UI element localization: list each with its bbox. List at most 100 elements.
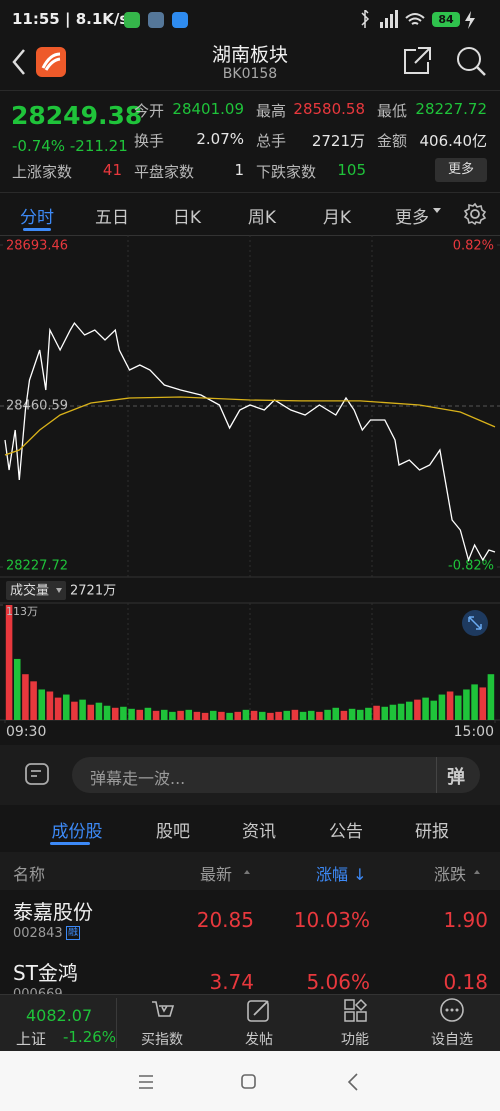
volume-bar xyxy=(487,674,495,720)
back-button[interactable] xyxy=(10,46,70,78)
net-speed: 8.1K/s xyxy=(75,10,129,28)
more-button[interactable]: 更多 xyxy=(435,158,487,182)
intraday-chart: 28693.46 28460.59 28227.72 0.82% -0.82% 09:30… xyxy=(0,235,500,740)
abs-change: 0.18 xyxy=(443,970,488,994)
volume-tick-label: 113万 xyxy=(6,605,38,618)
volume-bar xyxy=(185,709,193,720)
bottom-action[interactable]: 功能 xyxy=(341,1032,369,1048)
field-label: 总手 xyxy=(256,132,287,150)
period-tab[interactable]: 五日 xyxy=(95,208,129,228)
divider xyxy=(0,192,500,193)
section-tab[interactable]: 成份股 xyxy=(51,822,103,842)
volume-bar xyxy=(430,700,438,720)
volume-bar xyxy=(397,703,405,720)
danmaku-input[interactable] xyxy=(72,757,480,793)
danmaku-icon[interactable] xyxy=(24,762,52,788)
danmaku-placeholder: 弹幕走一波... xyxy=(90,769,186,788)
volume-bar xyxy=(38,689,46,720)
volume-bar xyxy=(111,707,119,720)
field-label: 下跌家数 xyxy=(256,163,317,181)
charging-icon xyxy=(465,11,475,29)
volume-bar xyxy=(152,710,160,720)
volume-bar xyxy=(54,697,62,720)
section-tab[interactable]: 资讯 xyxy=(242,822,276,842)
col-header[interactable]: 涨幅 ↓ xyxy=(316,865,367,884)
section-tab[interactable]: 研报 xyxy=(415,822,449,842)
section-tab[interactable]: 公告 xyxy=(329,822,363,842)
change-abs: -211.21 xyxy=(69,137,128,155)
settings-icon[interactable] xyxy=(463,202,487,226)
change: -0.74% -211.21 xyxy=(12,137,128,155)
field-value: 41 xyxy=(102,161,122,179)
page-title: 湖南板块 xyxy=(211,44,289,66)
price-line xyxy=(4,396,496,456)
volume-bar xyxy=(340,710,348,720)
volume-bar xyxy=(299,711,307,720)
volume-bar xyxy=(160,709,168,720)
section-tab[interactable]: 股吧 xyxy=(156,822,190,842)
field-label: 平盘家数 xyxy=(134,163,195,181)
volume-bar xyxy=(454,695,462,720)
volume-bar xyxy=(218,711,225,720)
action-icons xyxy=(152,998,464,1022)
volume-bar xyxy=(438,694,446,720)
status-icons xyxy=(124,12,188,28)
bottom-action[interactable]: 发帖 xyxy=(245,1032,273,1048)
volume-bar xyxy=(471,684,478,720)
volume-bar xyxy=(316,711,323,720)
status-time: 11:55 | 8.1K/s xyxy=(12,10,129,28)
y-tick-label: 28460.59 xyxy=(6,399,68,414)
volume-bar xyxy=(87,704,95,720)
battery: 84 xyxy=(432,12,460,27)
period-tab[interactable]: 更多 xyxy=(395,208,429,228)
tab-underline xyxy=(50,842,90,845)
price-line xyxy=(4,321,496,563)
period-tab[interactable]: 月K xyxy=(322,208,352,228)
col-header[interactable]: 最新 xyxy=(200,865,233,884)
volume-bar xyxy=(414,699,421,720)
field-value: 105 xyxy=(337,161,366,179)
divider xyxy=(0,90,500,91)
period-tab[interactable]: 日K xyxy=(172,208,202,228)
tab-underline xyxy=(23,228,51,231)
volume-bar xyxy=(79,699,86,720)
volume-bar xyxy=(46,691,54,720)
volume-bar xyxy=(226,712,233,720)
index-value[interactable]: 4082.07 xyxy=(26,1006,93,1025)
danmaku-button[interactable]: 弹 xyxy=(447,767,465,788)
field-label: 金额 xyxy=(377,132,408,150)
index-name: 上证 xyxy=(16,1030,47,1048)
col-header[interactable]: 涨跌 xyxy=(434,865,467,884)
volume-bar xyxy=(209,710,217,720)
volume-bar xyxy=(348,708,356,720)
volume-bar xyxy=(169,711,176,720)
dropdown-arrow xyxy=(433,208,441,213)
dropdown-arrow xyxy=(56,588,62,593)
signal-icons xyxy=(361,10,425,28)
stock-name[interactable]: ST金鸿 xyxy=(13,961,78,985)
period-tab[interactable]: 分时 xyxy=(20,208,54,228)
period-tab[interactable]: 周K xyxy=(247,208,277,228)
field-value: 2.07% xyxy=(196,130,244,148)
y-tick-label: 28693.46 xyxy=(6,239,68,254)
x-tick-label: 09:30 xyxy=(6,724,46,740)
field-value: 2721万 xyxy=(311,132,365,150)
stock-name[interactable]: 泰嘉股份 xyxy=(13,900,93,924)
volume-bar xyxy=(22,674,29,720)
bottom-action[interactable]: 买指数 xyxy=(141,1032,183,1048)
volume-bar xyxy=(193,711,201,720)
system-nav-buttons[interactable] xyxy=(135,1071,365,1093)
volume-bar xyxy=(365,707,372,720)
y2-tick-label: 0.82% xyxy=(453,239,494,254)
field-label: 换手 xyxy=(134,132,165,150)
header-actions[interactable] xyxy=(402,45,492,77)
bottom-action[interactable]: 设自选 xyxy=(431,1032,473,1048)
x-tick-label: 15:00 xyxy=(454,724,494,740)
field-value: 406.40亿 xyxy=(419,132,488,150)
volume-bar xyxy=(307,710,315,720)
col-header[interactable]: 名称 xyxy=(13,865,46,884)
volume-bar xyxy=(177,710,184,720)
sort-arrow xyxy=(244,870,250,874)
volume-bar xyxy=(356,709,364,720)
